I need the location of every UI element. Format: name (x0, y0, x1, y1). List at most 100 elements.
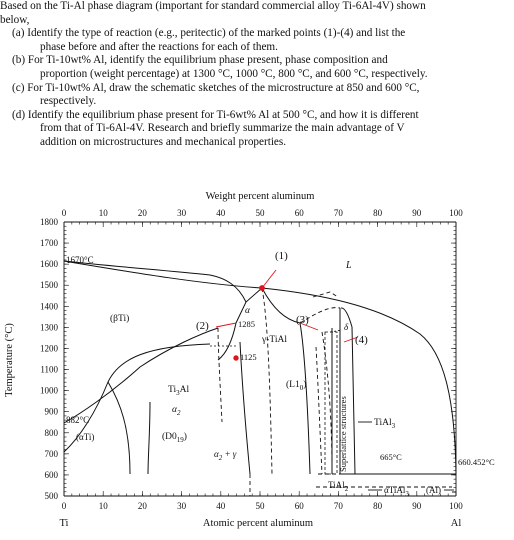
al-end-label: Al (451, 518, 462, 529)
item-a-line-1: (a) Identify the type of reaction (e.g.,… (12, 27, 406, 40)
top-tick-label: 90 (412, 208, 422, 218)
marker-label-2: (2) (196, 320, 209, 332)
label-d019: (D019) (162, 431, 187, 444)
tial3-right-line (340, 307, 356, 475)
top-tick-label: 0 (62, 208, 67, 218)
alpha-boundary-line (217, 322, 237, 361)
label-liquid: L (345, 260, 352, 271)
ti-end-label: Ti (60, 518, 69, 529)
question-text: Based on the Ti-Al phase diagram (import… (0, 0, 510, 150)
bottom-tick-label: 20 (138, 501, 148, 511)
reaction-markers (215, 269, 359, 361)
item-d-line-3: addition on microstructures and mechanic… (40, 135, 287, 148)
liquidus-line (63, 260, 457, 475)
solidus-beta-line (63, 260, 247, 303)
label-al-phase: (Al) (426, 485, 441, 495)
beta-transus-line (63, 327, 219, 424)
label-alpha2: α2 (172, 405, 181, 417)
item-b-line-1: (b) For Ti-10wt% Al, identify the equili… (12, 54, 388, 67)
item-a-line-2: phase before and after the reactions for… (40, 40, 278, 53)
bottom-tick-label: 50 (256, 501, 266, 511)
label-alpha-tial3: αTiAl3 (384, 485, 409, 498)
marker-leader-1 (261, 269, 277, 289)
top-tick-label: 70 (334, 208, 344, 218)
y-tick-label: 500 (45, 491, 59, 501)
dashed-gamma-mid (261, 287, 273, 475)
y-tick-label: 1100 (40, 365, 58, 375)
bottom-tick-label: 80 (373, 501, 383, 511)
bottom-tick-label: 10 (99, 501, 109, 511)
top-tick-labels: 0 10 20 30 40 50 60 70 80 90 100 (62, 208, 464, 218)
gamma-right-line (299, 322, 311, 475)
top-tick-label: 100 (449, 208, 463, 218)
label-1285: 1285 (238, 319, 255, 329)
label-alpha: α (245, 306, 251, 316)
item-c-line-1: (c) For Ti-10wt% Al, draw the schematic … (12, 81, 420, 94)
dashed-alpha2-left (217, 327, 223, 423)
bottom-tick-labels: 0 10 20 30 40 50 60 70 80 90 100 (62, 501, 464, 511)
label-delta: δ (344, 322, 349, 332)
minor-ticks (63, 221, 457, 497)
bottom-tick-label: 90 (412, 501, 422, 511)
bottom-axis-title: Atomic percent aluminum (203, 518, 313, 529)
marker-point-1125 (233, 355, 239, 361)
gamma-left-line (239, 341, 251, 475)
ti3al-left-line (147, 401, 151, 475)
y-tick-label: 700 (45, 449, 59, 459)
question-intro-line-1: Based on the Ti-Al phase diagram (import… (0, 0, 426, 12)
y-tick-label: 1400 (40, 301, 59, 311)
bottom-tick-label: 30 (177, 501, 187, 511)
label-gamma-tial: γ-TiAl (261, 335, 287, 345)
bottom-tick-label: 0 (62, 501, 67, 511)
label-ti3al: Ti3Al (168, 385, 189, 397)
y-tick-label: 1700 (40, 238, 59, 248)
y-tick-label: 1800 (40, 217, 59, 227)
alpha-ti-boundary-line (63, 343, 211, 453)
top-tick-label: 60 (295, 208, 305, 218)
dashed-superlattice-left (315, 346, 323, 475)
label-alpha2-gamma: α2 + γ (214, 449, 237, 462)
marker-leader-4 (343, 336, 359, 343)
marker-leader-3 (299, 322, 319, 331)
top-tick-label: 50 (256, 208, 266, 218)
phase-boundaries (63, 260, 457, 493)
dashed-boundaries (217, 287, 456, 496)
label-tial3: TiAl3 (374, 418, 396, 430)
top-tick-label: 20 (138, 208, 148, 218)
item-d-line-2: from that of Ti-6Al-4V. Research and bri… (40, 122, 405, 135)
label-l10: (L10) (286, 379, 306, 392)
top-tick-label: 30 (177, 208, 187, 218)
top-axis-title: Weight percent aluminum (206, 191, 315, 202)
bottom-tick-label: 60 (295, 501, 305, 511)
ti-al-phase-diagram: Weight percent aluminum 0 10 20 30 40 50 60 70 8… (4, 191, 495, 529)
top-tick-label: 10 (99, 208, 109, 218)
y-tick-label: 600 (45, 470, 59, 480)
marker-label-3: (3) (296, 314, 309, 326)
y-tick-label: 1500 (40, 280, 59, 290)
y-tick-label: 1300 (40, 322, 59, 332)
y-tick-label: 1000 (40, 386, 59, 396)
label-665c: 665°C (380, 452, 402, 462)
item-d-line-1: (d) Identify the equilibrium phase prese… (12, 108, 419, 121)
item-b-line-2: proportion (weight percentage) at 1300 °… (40, 67, 428, 80)
bottom-tick-label: 40 (216, 501, 226, 511)
label-882c: 882°C (66, 415, 89, 425)
y-axis-title: Temperature (°C) (4, 323, 15, 397)
item-c-line-2: respectively. (40, 95, 97, 108)
peritectic-alpha-line (235, 287, 263, 324)
label-beta-ti: (βTi) (110, 313, 129, 324)
label-1125: 1125 (240, 352, 257, 362)
label-1670c: 1670°C (66, 255, 94, 265)
marker-label-1: (1) (275, 250, 288, 262)
top-tick-label: 40 (216, 208, 226, 218)
superlattice-region (324, 331, 338, 475)
dotted-boundaries (210, 329, 343, 347)
bottom-tick-label: 100 (449, 501, 463, 511)
top-tick-label: 80 (373, 208, 383, 218)
label-superlattice: Superlattice structures (338, 396, 348, 472)
y-tick-label: 1600 (40, 259, 59, 269)
label-alpha-ti: (αTi) (76, 432, 94, 442)
label-660c: 660.452°C (458, 457, 495, 467)
bottom-tick-label: 70 (334, 501, 344, 511)
marker-label-4: (4) (355, 334, 368, 346)
